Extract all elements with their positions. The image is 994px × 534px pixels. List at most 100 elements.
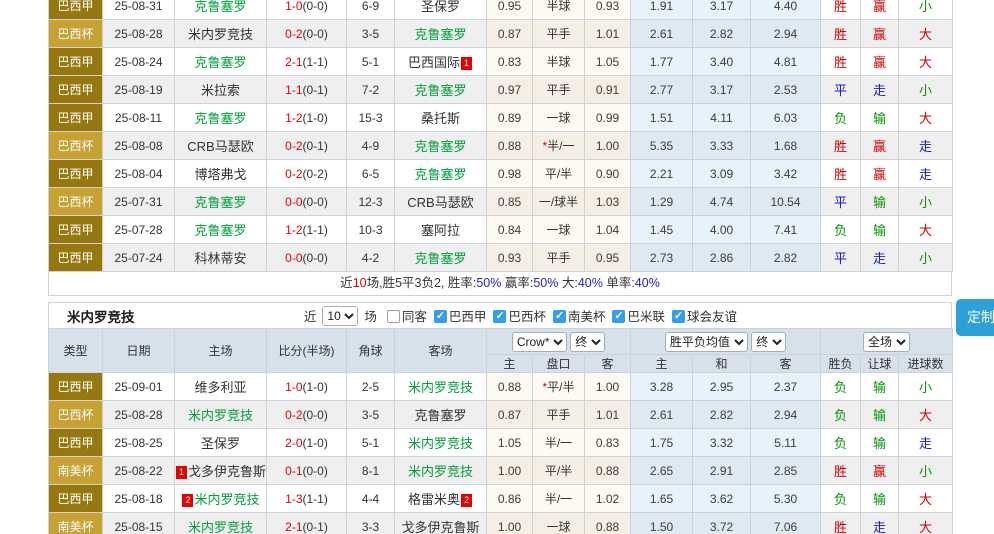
- eu-draw-odds: 3.17: [692, 0, 751, 20]
- eu-away-odds: 2.53: [750, 75, 821, 104]
- column-header: 客场: [394, 328, 487, 373]
- score-cell: 0-0(0-0): [266, 243, 347, 272]
- recent-count-select[interactable]: 10: [322, 305, 359, 326]
- home-team-name: 维多利亚: [194, 380, 247, 395]
- halftime-score: (0-1): [302, 82, 328, 97]
- summary-part: 40%: [634, 276, 660, 290]
- checkbox-label: 巴米联: [627, 310, 665, 324]
- checkbox-巴米联[interactable]: [612, 309, 626, 323]
- match-row: 巴西甲 25-08-24 克鲁塞罗 2-1(1-1) 5-1 巴西国际 1 0.83 半球 1.0…: [48, 47, 953, 76]
- home-team-cell: 米拉索: [174, 75, 267, 104]
- away-team-name: 克鲁塞罗: [414, 408, 467, 423]
- halftime-score: (1-0): [302, 435, 328, 450]
- home-team-cell: 圣保罗: [174, 428, 267, 457]
- corner-cell: 5-1: [346, 47, 395, 76]
- eu-away-odds: 7.41: [750, 215, 821, 244]
- summary-part: 大:: [558, 276, 578, 290]
- summary-part: 10: [352, 276, 367, 290]
- sub-column-header: 主: [486, 354, 533, 373]
- customize-button[interactable]: 定制: [956, 299, 994, 336]
- match-row: 南美杯 25-08-15 米内罗竞技 2-1(0-1) 3-3 戈多伊克鲁斯 1.00 一球 0…: [48, 512, 954, 534]
- fulltime-score: 2-1: [285, 54, 303, 69]
- bookmaker-select[interactable]: Crow*: [511, 331, 567, 352]
- score-cell: 2-0(1-0): [266, 428, 347, 457]
- checkbox-南美杯[interactable]: [552, 309, 566, 323]
- halftime-score: (0-1): [302, 519, 328, 534]
- checkbox-同客[interactable]: [386, 310, 400, 323]
- handicap-cell: 一球: [532, 512, 585, 534]
- handicap-name: 一球: [546, 111, 571, 125]
- home-team-cell: 克鲁塞罗: [174, 187, 267, 216]
- league-cell: 巴西杯: [48, 187, 103, 216]
- result-wdl: 负: [820, 428, 862, 457]
- result-goals: 大: [898, 47, 953, 76]
- handicap-name: 平手: [546, 251, 571, 265]
- ah-home-odds: 0.98: [486, 159, 533, 188]
- date-cell: 25-08-31: [102, 0, 175, 20]
- checkbox-巴西杯[interactable]: [493, 309, 507, 323]
- eu-draw-odds: 4.00: [692, 215, 751, 244]
- summary-part: 近: [340, 276, 353, 290]
- ah-home-odds: 0.89: [486, 103, 533, 132]
- date-cell: 25-07-28: [102, 215, 175, 244]
- fulltime-score: 0-2: [285, 26, 303, 41]
- eu-away-odds: 4.81: [750, 47, 821, 76]
- corner-cell: 4-2: [346, 243, 395, 272]
- halftime-score: (1-0): [302, 379, 328, 394]
- halftime-score: (1-1): [302, 54, 328, 69]
- home-team-cell: 米内罗竞技: [174, 512, 267, 534]
- league-cell: 巴西甲: [48, 215, 103, 244]
- corner-cell: 5-1: [346, 428, 395, 457]
- home-team-cell: 博塔弗戈: [174, 159, 267, 188]
- ah-home-odds: 0.97: [486, 75, 533, 104]
- fulltime-score: 1-2: [285, 110, 303, 125]
- away-team-cell: 圣保罗: [394, 0, 487, 20]
- result-wdl: 胜: [820, 19, 861, 48]
- recent-label-suffix: 场: [364, 310, 377, 324]
- eu-home-odds: 1.45: [630, 215, 693, 244]
- away-team-cell: 塞阿拉: [394, 215, 487, 244]
- away-team-cell: 戈多伊克鲁斯: [394, 512, 487, 534]
- date-cell: 25-08-15: [102, 512, 175, 534]
- result-wdl: 平: [820, 243, 861, 272]
- score-cell: 0-2(0-2): [266, 159, 347, 188]
- away-team-name: 克鲁塞罗: [414, 27, 467, 42]
- europe-time-select[interactable]: 终: [751, 331, 787, 352]
- match-row: 巴西甲 25-07-24 科林蒂安 0-0(0-0) 4-2 克鲁塞罗 0.93 平手 0.95…: [48, 243, 953, 272]
- scope-select[interactable]: 全场: [863, 331, 911, 352]
- asian-time-select[interactable]: 终: [570, 331, 606, 352]
- checkbox-球会友谊[interactable]: [671, 309, 685, 323]
- score-cell: 2-1(1-1): [266, 47, 347, 76]
- home-team-name: 克鲁塞罗: [194, 111, 247, 126]
- eu-away-odds: 2.85: [750, 456, 822, 485]
- result-handicap: 赢: [860, 159, 899, 188]
- date-cell: 25-08-22: [102, 456, 175, 485]
- checkbox-巴西甲[interactable]: [433, 309, 447, 323]
- fulltime-score: 1-2: [285, 222, 303, 237]
- league-cell: 巴西甲: [48, 484, 103, 513]
- europe-avg-select[interactable]: 胜平负均值: [664, 331, 748, 352]
- result-wdl: 胜: [820, 47, 861, 76]
- match-row: 巴西杯 25-07-31 克鲁塞罗 0-0(0-0) 12-3 CRB马瑟欧 0.85 一/球…: [48, 187, 953, 216]
- fulltime-score: 1-1: [285, 82, 303, 97]
- away-team-name: 巴西国际: [407, 55, 460, 70]
- result-handicap: 走: [860, 243, 899, 272]
- score-cell: 0-1(0-0): [266, 456, 347, 485]
- match-row: 巴西甲 25-08-31 克鲁塞罗 1-0(0-0) 6-9 圣保罗 0.95 半球 0.93 1…: [48, 0, 953, 20]
- league-cell: 巴西甲: [48, 47, 103, 76]
- away-team-cell: CRB马瑟欧: [394, 187, 487, 216]
- summary-part: 赢率:: [501, 276, 534, 290]
- home-team-name: 圣保罗: [200, 436, 240, 451]
- result-goals: 走: [898, 428, 954, 457]
- league-cell: 巴西甲: [48, 428, 103, 457]
- away-team-cell: 克鲁塞罗: [394, 131, 487, 160]
- eu-away-odds: 2.94: [750, 19, 821, 48]
- result-wdl: 胜: [820, 159, 861, 188]
- eu-away-odds: 5.30: [750, 484, 822, 513]
- eu-draw-odds: 3.33: [692, 131, 751, 160]
- score-cell: 0-2(0-0): [266, 400, 347, 429]
- top-matches-table: 巴西甲 25-08-31 克鲁塞罗 1-0(0-0) 6-9 圣保罗 0.95 半球 0.93 1…: [48, 0, 953, 272]
- handicap-name: 半/一: [544, 436, 573, 450]
- home-team-name: 米内罗竞技: [187, 408, 253, 423]
- result-goals: 大: [898, 215, 953, 244]
